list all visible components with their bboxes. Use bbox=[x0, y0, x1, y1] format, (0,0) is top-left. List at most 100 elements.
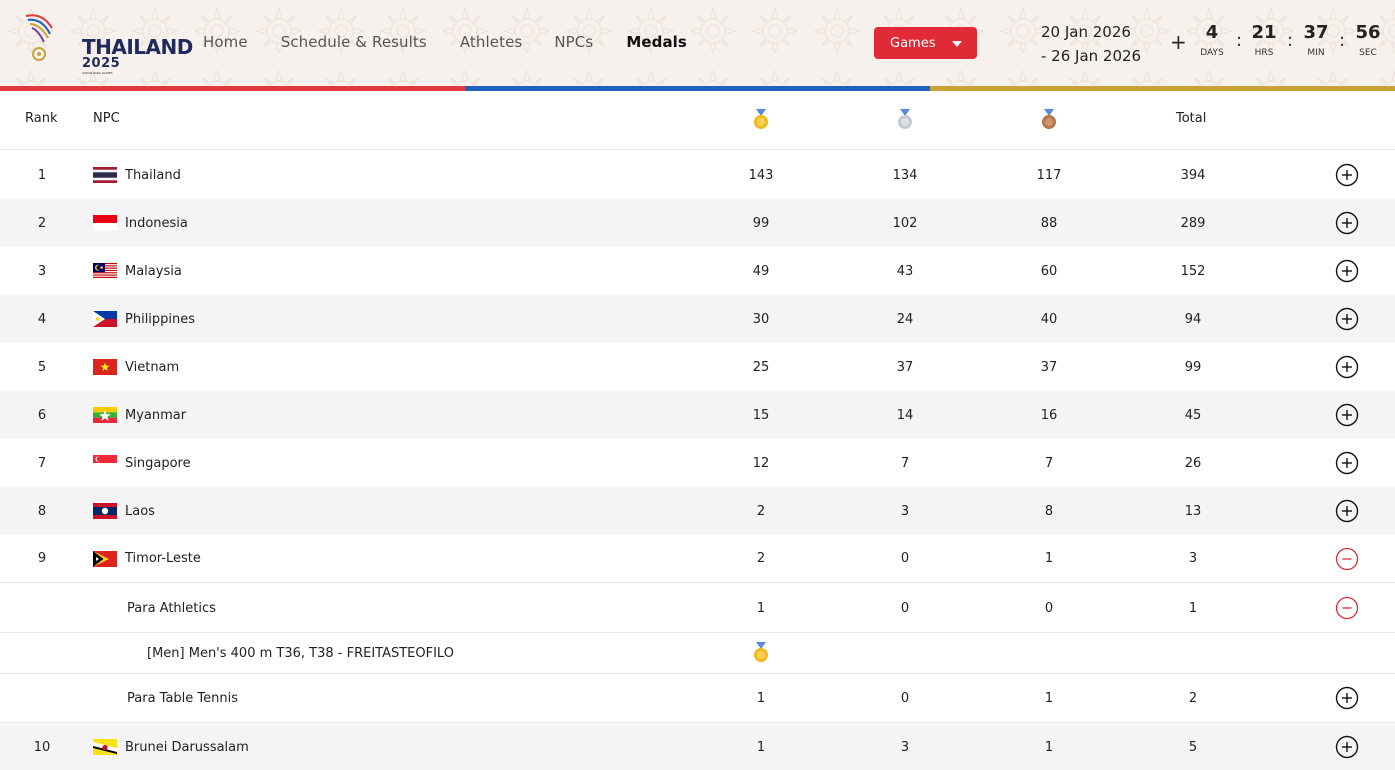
gold-count: 25 bbox=[752, 359, 770, 375]
flag-laos-icon bbox=[93, 503, 117, 519]
expand-row-icon[interactable] bbox=[1335, 499, 1359, 523]
bronze-count: 1 bbox=[1044, 739, 1054, 755]
silver-count: 3 bbox=[900, 739, 910, 755]
expand-row-icon[interactable] bbox=[1335, 403, 1359, 427]
collapse-row-icon[interactable] bbox=[1335, 547, 1359, 571]
npc-name[interactable]: Indonesia bbox=[125, 215, 188, 231]
expand-row-icon[interactable] bbox=[1335, 307, 1359, 331]
gold-count: 30 bbox=[752, 311, 770, 327]
row-toggle-button[interactable] bbox=[1334, 391, 1360, 439]
gold-count: 1 bbox=[756, 690, 766, 706]
row-toggle-button[interactable] bbox=[1334, 295, 1360, 343]
medal-row-vietnam[interactable]: 5 Vietnam 25 37 37 99 bbox=[0, 343, 1395, 391]
date-end: - 26 Jan 2026 bbox=[1041, 47, 1142, 65]
header-total: Total bbox=[1176, 111, 1207, 126]
countdown-separator: : bbox=[1236, 30, 1243, 51]
npc-name[interactable]: Thailand bbox=[125, 167, 181, 183]
nav-medals[interactable]: Medals bbox=[626, 33, 687, 51]
npc-name[interactable]: Myanmar bbox=[125, 407, 187, 423]
games-dropdown-button[interactable]: Games bbox=[874, 27, 977, 59]
medal-row-brunei[interactable]: 10 Brunei Darussalam 1 3 1 5 bbox=[0, 723, 1395, 770]
main-nav: Home Schedule & Results Athletes NPCs Me… bbox=[203, 0, 721, 86]
flag-malaysia-icon bbox=[93, 263, 117, 279]
nav-home[interactable]: Home bbox=[203, 33, 248, 51]
header-npc: NPC bbox=[93, 111, 120, 126]
silver-count: 14 bbox=[896, 407, 914, 423]
countdown-days-value: 4 bbox=[1205, 22, 1219, 43]
bronze-count: 0 bbox=[1044, 600, 1054, 616]
row-toggle-button[interactable] bbox=[1334, 151, 1360, 199]
row-toggle-button[interactable] bbox=[1334, 247, 1360, 295]
row-toggle-button[interactable] bbox=[1334, 723, 1360, 770]
medal-row-myanmar[interactable]: 6 Myanmar 15 14 16 45 bbox=[0, 391, 1395, 439]
npc-cell[interactable]: Thailand bbox=[93, 151, 181, 199]
sport-row[interactable]: Para Table Tennis 1 0 1 2 bbox=[0, 674, 1395, 723]
expand-row-icon[interactable] bbox=[1335, 735, 1359, 759]
row-toggle-button[interactable] bbox=[1334, 674, 1360, 722]
rank-cell: 6 bbox=[37, 407, 47, 423]
medal-row-malaysia[interactable]: 3 Malaysia 49 43 60 152 bbox=[0, 247, 1395, 295]
expand-row-icon[interactable] bbox=[1335, 211, 1359, 235]
nav-npcs[interactable]: NPCs bbox=[554, 33, 594, 51]
bronze-count: 117 bbox=[1036, 167, 1062, 183]
nav-athletes[interactable]: Athletes bbox=[459, 33, 523, 51]
row-toggle-button[interactable] bbox=[1334, 584, 1360, 632]
npc-name[interactable]: Singapore bbox=[125, 455, 191, 471]
bronze-count: 1 bbox=[1044, 690, 1054, 706]
sport-row[interactable]: Para Athletics 1 0 0 1 bbox=[0, 584, 1395, 633]
medal-row-timor-leste[interactable]: 9 Timor-Leste 2 0 1 3 bbox=[0, 535, 1395, 583]
npc-cell[interactable]: Malaysia bbox=[93, 247, 182, 295]
npc-cell[interactable]: Indonesia bbox=[93, 199, 188, 247]
expand-row-icon[interactable] bbox=[1335, 686, 1359, 710]
countdown-prefix: + bbox=[1170, 30, 1187, 54]
row-toggle-button[interactable] bbox=[1334, 439, 1360, 487]
flag-brunei-icon bbox=[93, 739, 117, 755]
npc-name[interactable]: Timor-Leste bbox=[125, 551, 201, 566]
npc-name[interactable]: Malaysia bbox=[125, 263, 182, 279]
silver-count: 0 bbox=[900, 551, 910, 566]
npc-name[interactable]: Vietnam bbox=[125, 359, 180, 375]
bronze-count: 88 bbox=[1040, 215, 1058, 231]
expand-row-icon[interactable] bbox=[1335, 355, 1359, 379]
collapse-row-icon[interactable] bbox=[1335, 596, 1359, 620]
thailand-2025-logo[interactable]: THAILAND 2025 ASEAN PARA GAMES bbox=[22, 10, 193, 75]
npc-cell[interactable]: Singapore bbox=[93, 439, 191, 487]
medal-row-singapore[interactable]: 7 Singapore 12 7 7 26 bbox=[0, 439, 1395, 487]
medal-row-philippines[interactable]: 4 Philippines 30 24 40 94 bbox=[0, 295, 1395, 343]
total-count: 152 bbox=[1180, 263, 1206, 279]
total-count: 13 bbox=[1184, 503, 1202, 519]
total-count: 5 bbox=[1188, 739, 1198, 755]
gold-count: 49 bbox=[752, 263, 770, 279]
gold-count: 99 bbox=[752, 215, 770, 231]
event-row: [Men] Men's 400 m T36, T38 - FREITASTEOF… bbox=[0, 633, 1395, 674]
npc-cell[interactable]: Myanmar bbox=[93, 391, 186, 439]
expand-row-icon[interactable] bbox=[1335, 451, 1359, 475]
npc-cell[interactable]: Vietnam bbox=[93, 343, 179, 391]
npc-cell[interactable]: Laos bbox=[93, 487, 155, 535]
expand-row-icon[interactable] bbox=[1335, 259, 1359, 283]
npc-name[interactable]: Philippines bbox=[125, 311, 196, 327]
npc-cell[interactable]: Brunei Darussalam bbox=[93, 723, 249, 770]
row-toggle-button[interactable] bbox=[1334, 487, 1360, 535]
total-count: 45 bbox=[1184, 407, 1202, 423]
rank-cell: 7 bbox=[37, 455, 47, 471]
games-button-label: Games bbox=[890, 35, 936, 51]
row-toggle-button[interactable] bbox=[1334, 535, 1360, 582]
row-toggle-button[interactable] bbox=[1334, 343, 1360, 391]
countdown-seconds: 56 SEC bbox=[1348, 22, 1388, 60]
row-toggle-button[interactable] bbox=[1334, 199, 1360, 247]
countdown-separator: : bbox=[1339, 30, 1346, 51]
medal-row-indonesia[interactable]: 2 Indonesia 99 102 88 289 bbox=[0, 199, 1395, 247]
nav-schedule-results[interactable]: Schedule & Results bbox=[280, 33, 427, 51]
npc-cell[interactable]: Philippines bbox=[93, 295, 195, 343]
header-rank: Rank bbox=[25, 111, 58, 126]
npc-name[interactable]: Brunei Darussalam bbox=[125, 739, 249, 755]
medal-row-thailand[interactable]: 1 Thailand 143 134 117 394 bbox=[0, 151, 1395, 199]
total-count: 1 bbox=[1188, 600, 1198, 616]
logo-year: 2025 bbox=[82, 56, 121, 71]
npc-name[interactable]: Laos bbox=[125, 503, 155, 519]
medal-row-laos[interactable]: 8 Laos 2 3 8 13 bbox=[0, 487, 1395, 535]
expand-row-icon[interactable] bbox=[1335, 163, 1359, 187]
npc-cell[interactable]: Timor-Leste bbox=[93, 535, 201, 582]
gold-count: 143 bbox=[748, 167, 774, 183]
